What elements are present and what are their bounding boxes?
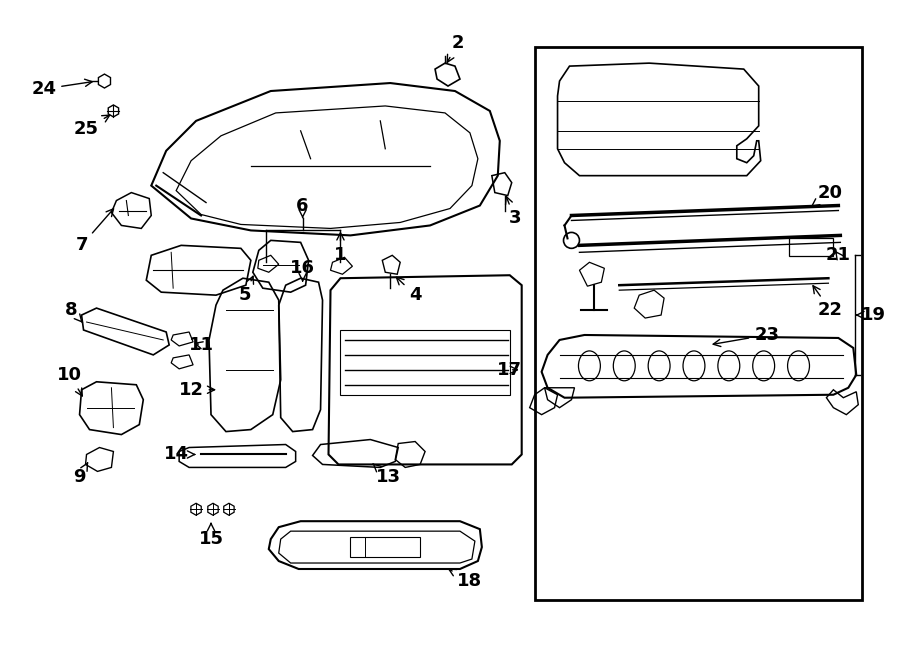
Text: 1: 1 xyxy=(334,233,346,264)
Text: 24: 24 xyxy=(32,79,92,98)
Bar xyxy=(788,239,833,256)
Text: 22: 22 xyxy=(813,286,843,319)
Text: 7: 7 xyxy=(76,209,113,254)
Text: 19: 19 xyxy=(857,306,886,324)
Text: 21: 21 xyxy=(826,247,850,264)
Text: 8: 8 xyxy=(66,301,83,323)
Text: 16: 16 xyxy=(290,259,315,281)
Text: 2: 2 xyxy=(447,34,464,62)
Bar xyxy=(536,48,862,600)
Text: 13: 13 xyxy=(373,464,400,486)
Text: 25: 25 xyxy=(74,115,110,138)
Text: 18: 18 xyxy=(449,569,482,590)
Text: 3: 3 xyxy=(506,196,521,227)
Text: 15: 15 xyxy=(199,524,223,548)
Text: 12: 12 xyxy=(178,381,214,399)
Text: 23: 23 xyxy=(713,326,779,346)
Text: 11: 11 xyxy=(189,336,213,354)
Text: 20: 20 xyxy=(812,184,843,206)
Text: 5: 5 xyxy=(238,276,254,304)
Text: 9: 9 xyxy=(73,463,87,486)
Text: 14: 14 xyxy=(164,446,194,463)
Text: 4: 4 xyxy=(396,277,421,304)
Text: 17: 17 xyxy=(497,361,522,379)
Text: 10: 10 xyxy=(57,366,82,396)
Text: 6: 6 xyxy=(296,196,309,217)
